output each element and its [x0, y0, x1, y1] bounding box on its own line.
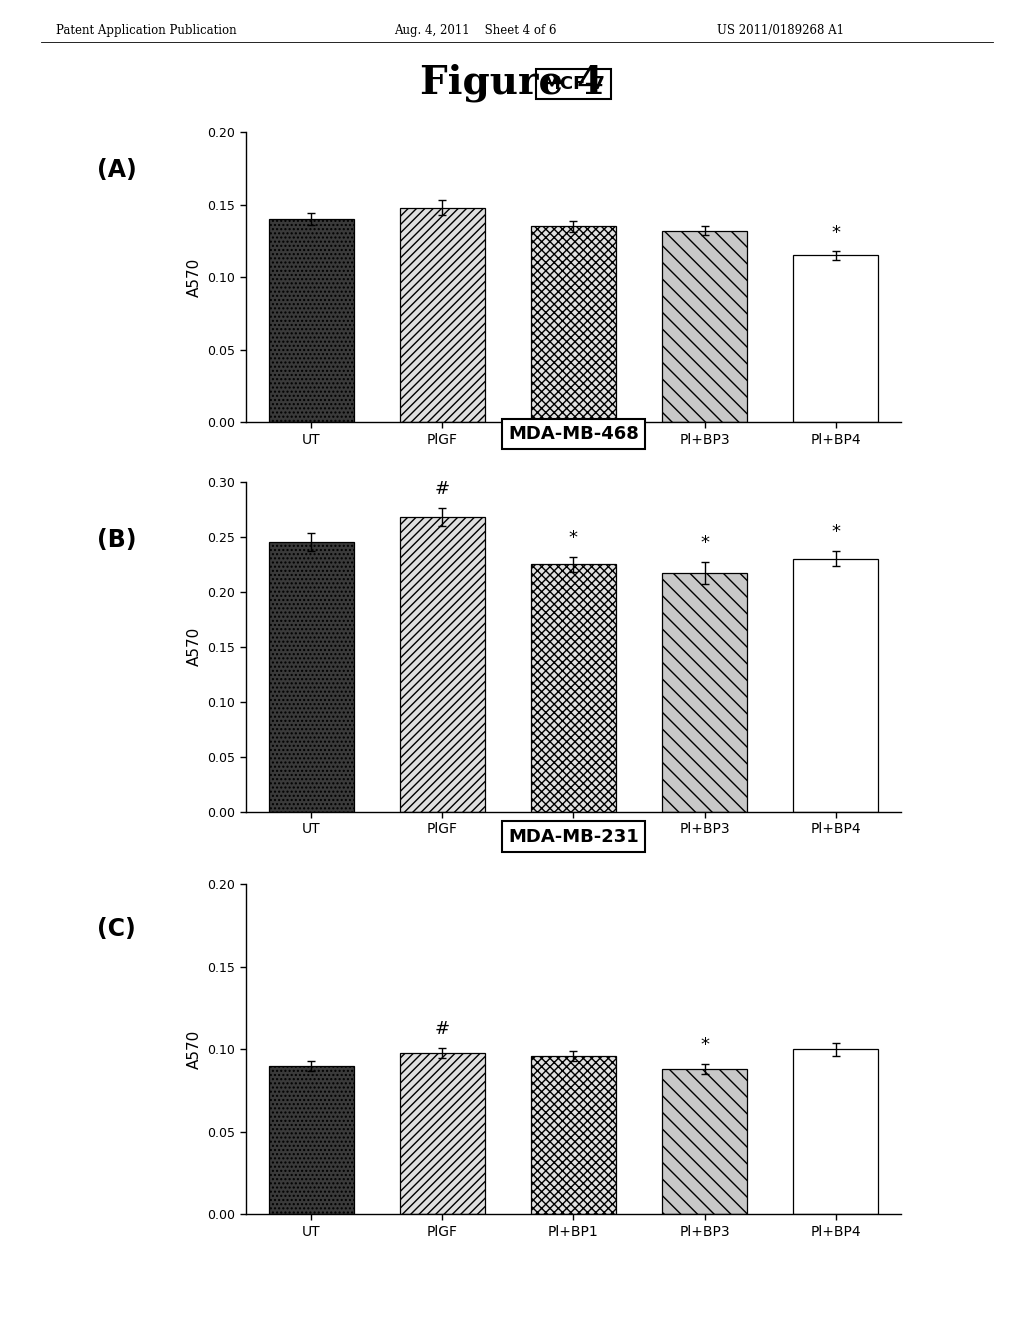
Text: (C): (C) [97, 917, 136, 941]
Text: Figure 4: Figure 4 [420, 63, 604, 102]
Bar [530, 1056, 616, 1214]
Bar [530, 226, 616, 422]
Y-axis label: A570: A570 [186, 257, 202, 297]
Bar [662, 231, 748, 422]
Text: *: * [831, 224, 840, 243]
Text: *: * [831, 523, 840, 541]
Bar [793, 256, 879, 422]
Text: *: * [569, 529, 578, 546]
Bar [662, 1069, 748, 1214]
Bar [268, 219, 354, 422]
Bar [530, 565, 616, 812]
Bar [793, 1049, 879, 1214]
Text: #: # [435, 1020, 450, 1038]
Text: Aug. 4, 2011    Sheet 4 of 6: Aug. 4, 2011 Sheet 4 of 6 [394, 24, 557, 37]
Y-axis label: A570: A570 [186, 627, 202, 667]
Text: MCF-7: MCF-7 [542, 75, 605, 94]
Text: (A): (A) [97, 158, 137, 182]
Text: MDA-MB-231: MDA-MB-231 [508, 828, 639, 846]
Y-axis label: A570: A570 [186, 1030, 202, 1069]
Text: (B): (B) [97, 528, 137, 552]
Bar [662, 573, 748, 812]
Text: #: # [435, 480, 450, 498]
Text: *: * [700, 535, 709, 552]
Text: MDA-MB-468: MDA-MB-468 [508, 425, 639, 444]
Text: US 2011/0189268 A1: US 2011/0189268 A1 [717, 24, 844, 37]
Bar [399, 517, 485, 812]
Text: Patent Application Publication: Patent Application Publication [56, 24, 237, 37]
Bar [793, 558, 879, 812]
Bar [399, 207, 485, 422]
Bar [268, 1067, 354, 1214]
Text: *: * [700, 1036, 709, 1055]
Bar [399, 1053, 485, 1214]
Bar [268, 543, 354, 812]
